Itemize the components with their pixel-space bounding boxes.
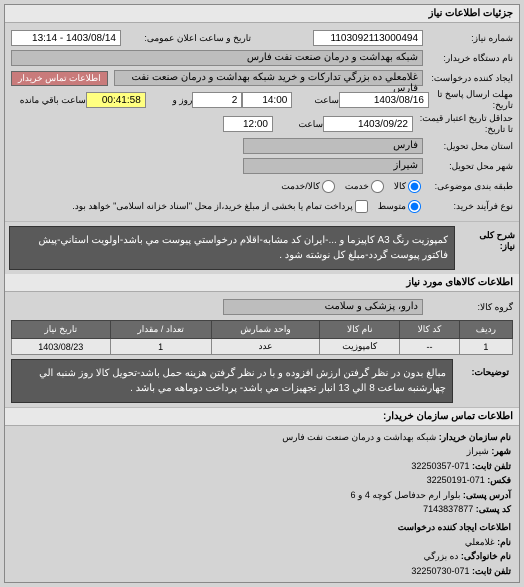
creator-phone-value: 071-32250730 (411, 566, 469, 576)
org-label: نام سازمان خریدار: (439, 432, 511, 442)
delivery-province-label: استان محل تحویل: (423, 141, 513, 152)
packaging-label: طبقه بندی موضوعی: (423, 181, 513, 192)
desc-section: شرح کلی نیاز: كمپوزيت رنگ A3 کاپیزما و .… (5, 222, 519, 274)
radio-full-label: متوسط (378, 201, 406, 212)
phone-value: 071-32250357 (411, 461, 469, 471)
radio-kala-label: کالا (394, 181, 406, 192)
days-label: روز و (146, 95, 193, 106)
contact-field: غلامعلي ده بزرگي تدارکات و خريد شبكه بهد… (114, 70, 423, 86)
price-validity-label: حداقل تاریخ اعتبار قیمت: تا تاریخ: (413, 113, 513, 135)
radio-full[interactable] (408, 200, 421, 213)
delivery-city-label: شهر محل تحویل: (423, 161, 513, 172)
main-panel: جزئیات اطلاعات نیاز شماره نیاز: 11030921… (4, 4, 520, 583)
table-cell: عدد (211, 339, 319, 355)
table-header: تعداد / مقدار (110, 321, 211, 339)
countdown-time: 00:41:58 (86, 92, 146, 108)
contact-buyer-button[interactable]: اطلاعات تماس خریدار (11, 71, 108, 86)
postal-label: آدرس پستی: (463, 490, 511, 500)
checkbox-partial[interactable] (355, 200, 368, 213)
time-label-1: ساعت (292, 95, 339, 106)
page-title: جزئیات اطلاعات نیاز (429, 8, 513, 19)
device-name-field: شبکه بهداشت و درمان صنعت نفت فارس (11, 50, 423, 66)
delivery-city-field: شیراز (243, 158, 423, 174)
table-row: 1--کامپوزیتعدد11403/08/23 (12, 339, 513, 355)
radio-khedmat-label: خدمت (345, 181, 369, 192)
creator-phone-label: تلفن ثابت: (472, 566, 511, 576)
fax-label: فکس: (487, 475, 511, 485)
time-label-2: ساعت (273, 119, 323, 130)
desc-label: شرح کلی نیاز: (459, 222, 519, 274)
table-cell: 1 (459, 339, 512, 355)
table-header: واحد شمارش (211, 321, 319, 339)
radio-khedmat[interactable] (371, 180, 384, 193)
submit-deadline-date: 1403/08/16 (339, 92, 429, 108)
table-header: نام کالا (320, 321, 400, 339)
need-number-field: 1103092113000494 (313, 30, 423, 46)
radio-both[interactable] (322, 180, 335, 193)
phone-label: تلفن ثابت: (472, 461, 511, 471)
page-header: جزئیات اطلاعات نیاز (5, 5, 519, 23)
create-request-label: ایجاد کننده درخواست: (423, 73, 513, 84)
price-validity-date: 1403/09/22 (323, 116, 413, 132)
desc-text: كمپوزيت رنگ A3 کاپیزما و ...-ايران كد مش… (9, 226, 455, 270)
device-name-label: نام دستگاه خریدار: (423, 53, 513, 64)
postcode-label: کد پستی: (476, 504, 511, 514)
payment-type-label: نوع فرآیند خرید: (423, 201, 513, 212)
city-value: شیراز (467, 446, 489, 456)
goods-section: گروه کالا: دارو، پزشکی و سلامت ردیفکد کا… (5, 292, 519, 408)
city-label: شهر: (491, 446, 511, 456)
contact-section: نام سازمان خریدار: شبکه بهداشت و درمان ص… (5, 426, 519, 582)
name-value: غلامعلي (465, 537, 495, 547)
table-header: کد کالا (400, 321, 460, 339)
table-header: ردیف (459, 321, 512, 339)
delivery-province-field: فارس (243, 138, 423, 154)
fax-value: 071-32250191 (427, 475, 485, 485)
announce-field: 1403/08/14 - 13:14 (11, 30, 121, 46)
remaining-label: ساعت باقي مانده (11, 95, 86, 106)
table-cell: 1 (110, 339, 211, 355)
goods-table: ردیفکد کالانام کالاواحد شمارشتعداد / مقد… (11, 320, 513, 355)
announce-label: تاریخ و ساعت اعلان عمومی: (121, 33, 251, 44)
submit-deadline-time: 14:00 (242, 92, 292, 108)
price-validity-time: 12:00 (223, 116, 273, 132)
radio-kala[interactable] (408, 180, 421, 193)
countdown-days: 2 (192, 92, 242, 108)
group-field: دارو، پزشکی و سلامت (223, 299, 423, 315)
table-cell: کامپوزیت (320, 339, 400, 355)
submit-deadline-label: مهلت ارسال پاسخ تا تاریخ: (429, 89, 513, 111)
table-header: تاریخ نیاز (12, 321, 111, 339)
top-section: شماره نیاز: 1103092113000494 تاریخ و ساع… (5, 23, 519, 222)
need-number-label: شماره نیاز: (423, 33, 513, 44)
group-label: گروه کالا: (423, 302, 513, 313)
table-cell: 1403/08/23 (12, 339, 111, 355)
creator-header: اطلاعات ایجاد کننده درخواست (13, 520, 511, 534)
contact-header: اطلاعات تماس سازمان خریدار: (5, 408, 519, 426)
radio-partial-label: پرداخت تمام يا بخشی از مبلغ خريد،از محل … (72, 201, 352, 212)
family-value: ده بزرگي (424, 551, 459, 561)
family-label: نام خانوادگی: (461, 551, 511, 561)
goods-header: اطلاعات کالاهای مورد نیاز (5, 274, 519, 292)
postal-value: بلوار ارم حدفاصل كوچه 4 و 6 (350, 490, 460, 500)
radio-both-label: کالا/خدمت (281, 181, 320, 192)
notes-text: مبالغ بدون در نظر گرفتن ارزش افزوده و با… (11, 359, 453, 403)
name-label: نام: (497, 537, 511, 547)
table-cell: -- (400, 339, 460, 355)
org-value: شبکه بهداشت و درمان صنعت نفت فارس (282, 432, 436, 442)
notes-label: توضیحات: (453, 359, 513, 403)
postcode-value: 7143837877 (423, 504, 473, 514)
